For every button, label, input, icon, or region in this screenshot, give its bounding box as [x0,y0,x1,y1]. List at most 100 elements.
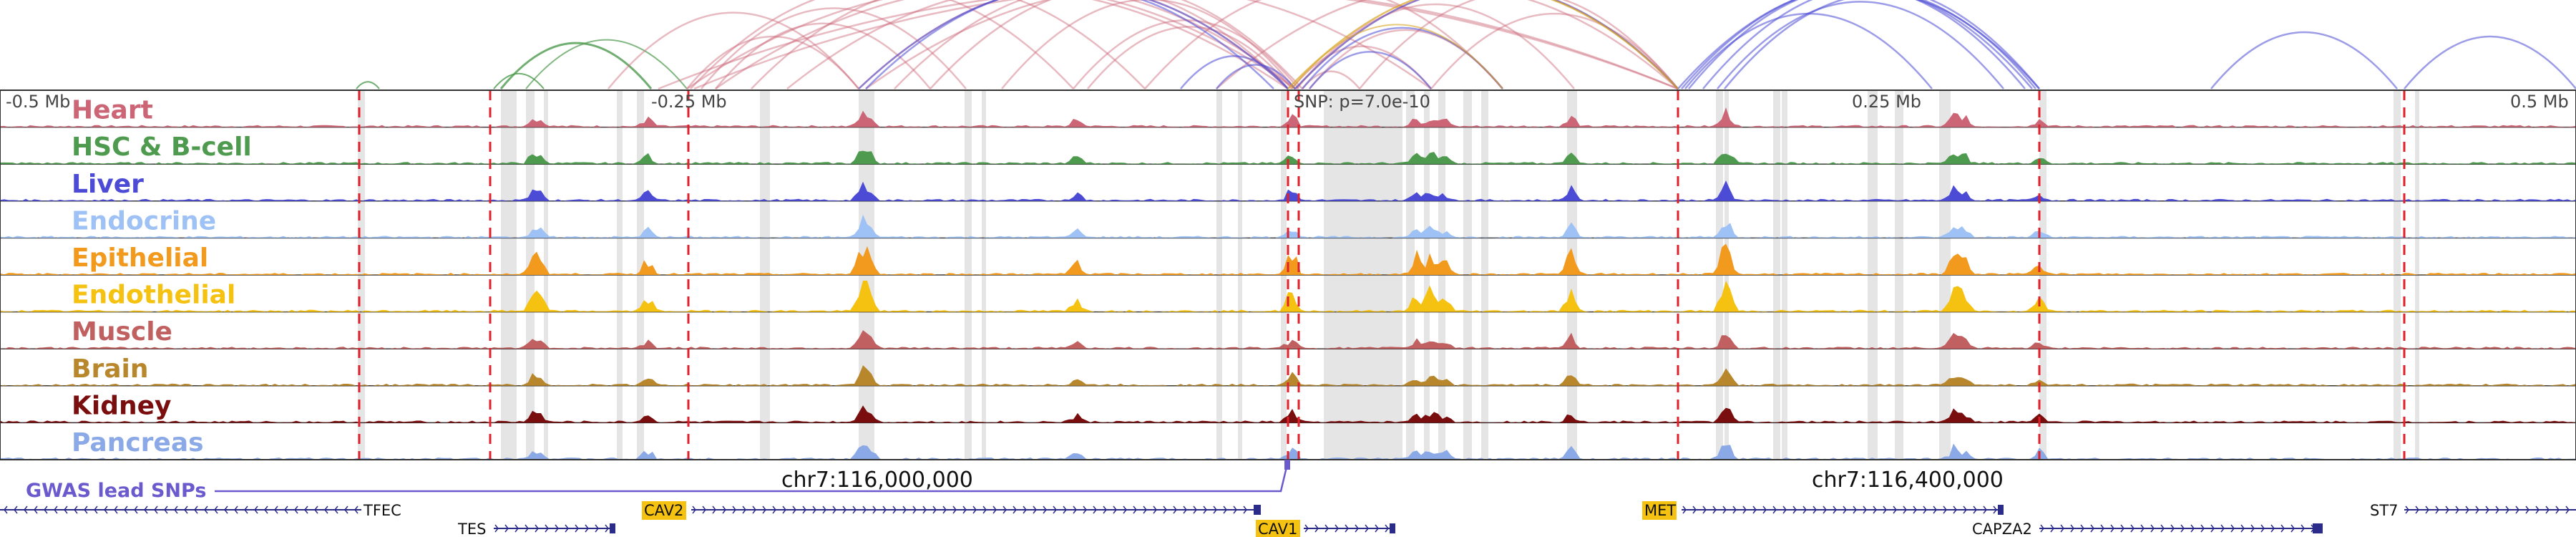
gene-cav2-arrow [872,505,877,514]
gene-tfec-label: TFEC [363,502,401,519]
gene-cav2-arrow [952,505,957,514]
gene-cav2-arrow [992,505,997,514]
gene-tes-exon [610,523,615,533]
loop-arc [715,0,1296,90]
signal-endocrine [0,214,2576,238]
gene-cav2-arrow [1153,505,1157,514]
gene-capza2-arrow [2280,524,2285,533]
gene-met-arrow [1802,505,1807,514]
gene-models: TFEC TES CAV2 CAV1 MET CAPZA2 ST7 [0,501,2576,537]
gene-met-arrow [1943,505,1947,514]
gene-tfec-arrow [4,505,8,514]
track-label: HSC & B-cell [72,132,252,162]
axis-label-left: -0.5 Mb [6,92,70,112]
loop-arc [693,0,1679,90]
loop-arc [1688,0,2026,90]
gene-cav2-arrow [1203,505,1207,514]
gene-cav2-arrow [742,505,746,514]
gene-capza2-arrow [2100,524,2104,533]
loop-arc [1144,0,1503,90]
gene-capza2-arrow [2040,524,2044,533]
gene-tfec-arrow [134,505,138,514]
gene-cav2-arrow [1113,505,1117,514]
gene-tfec-arrow [174,505,178,514]
gene-cav2-arrow [782,505,786,514]
red-dashed-markers [358,90,2406,460]
gene-met-arrow [1913,505,1917,514]
gene-tfec-arrow [214,505,218,514]
loop-arc [751,0,1146,90]
gene-tfec-arrow [264,505,268,514]
gene-st7-arrow [2505,505,2509,514]
loop-arc [1724,0,2036,90]
gene-tfec-arrow [284,505,288,514]
gene-met-highlight [1642,501,1677,520]
gene-cav2-arrow [752,505,756,514]
loop-arc [1001,0,1296,90]
gene-tfec-arrow [84,505,88,514]
gene-cav2-arrow [1002,505,1007,514]
axis-label-mid-left: -0.25 Mb [651,92,727,112]
loop-arc [1287,0,1679,90]
gene-met-arrow [1933,505,1937,514]
gene-tfec-arrow [224,505,228,514]
gene-st7-arrow [2495,505,2499,514]
gene-cav2-arrow [1033,505,1037,514]
gene-capza2-arrow [2160,524,2165,533]
gene-cav1-exon [1390,523,1395,533]
gene-cav2-arrow [1143,505,1147,514]
gene-cav1-arrow [1335,524,1339,533]
gene-capza2-arrow [2130,524,2135,533]
loop-arc [1087,26,1292,90]
gene-cav1-arrow [1385,524,1389,533]
gene-cav1-arrow [1375,524,1379,533]
gene-tfec-arrow [44,505,48,514]
gene-st7-arrow [2485,505,2489,514]
gene-cav2-arrow [1213,505,1217,514]
gene-st7-arrow [2445,505,2449,514]
gene-cav2-exon [1254,505,1261,515]
gene-cav1-arrow [1314,524,1319,533]
gene-tfec-arrow [114,505,118,514]
gene-met-arrow [1692,505,1697,514]
gene-tes-arrow [605,524,609,533]
gene-capza2-arrow [2180,524,2185,533]
loop-arc [1717,1,2004,90]
track-label: Muscle [72,317,172,347]
gene-met-arrow [1853,505,1857,514]
gene-capza2-arrow [2110,524,2114,533]
loop-arc [658,0,1679,90]
gene-cav2-arrow [1023,505,1027,514]
gene-capza2-arrow [2290,524,2295,533]
gene-met-arrow [1823,505,1827,514]
gene-cav2-arrow [912,505,917,514]
track-label: Kidney [72,391,172,420]
gene-cav2-arrow [772,505,776,514]
gene-st7-arrow [2525,505,2529,514]
gene-cav2-arrow [972,505,977,514]
track-label: Heart [72,96,153,125]
gene-tes-arrow [565,524,569,533]
gene-tfec-arrow [34,505,38,514]
gene-tfec-arrow [324,505,328,514]
gene-capza2-arrow [2050,524,2054,533]
gene-tfec-arrow [164,505,168,514]
loop-arc [1216,0,1679,90]
gene-met-arrow [1893,505,1897,514]
gene-tfec-arrow [204,505,208,514]
gene-st7-arrow [2565,505,2570,514]
loop-arc [356,81,380,90]
gene-capza2-arrow [2250,524,2255,533]
gene-tes-arrow [545,524,549,533]
gene-cav2-arrow [722,505,726,514]
gene-tfec-arrow [254,505,258,514]
gene-st7-arrow [2425,505,2429,514]
gene-tfec-arrow [304,505,308,514]
gene-met-arrow [1973,505,1977,514]
loop-arc [608,11,859,90]
gene-cav2-arrow [1193,505,1197,514]
loop-arc [1216,64,1296,90]
gene-cav1-arrow [1355,524,1359,533]
gene-tfec-arrow [64,505,68,514]
gene-cav2-arrow [802,505,806,514]
